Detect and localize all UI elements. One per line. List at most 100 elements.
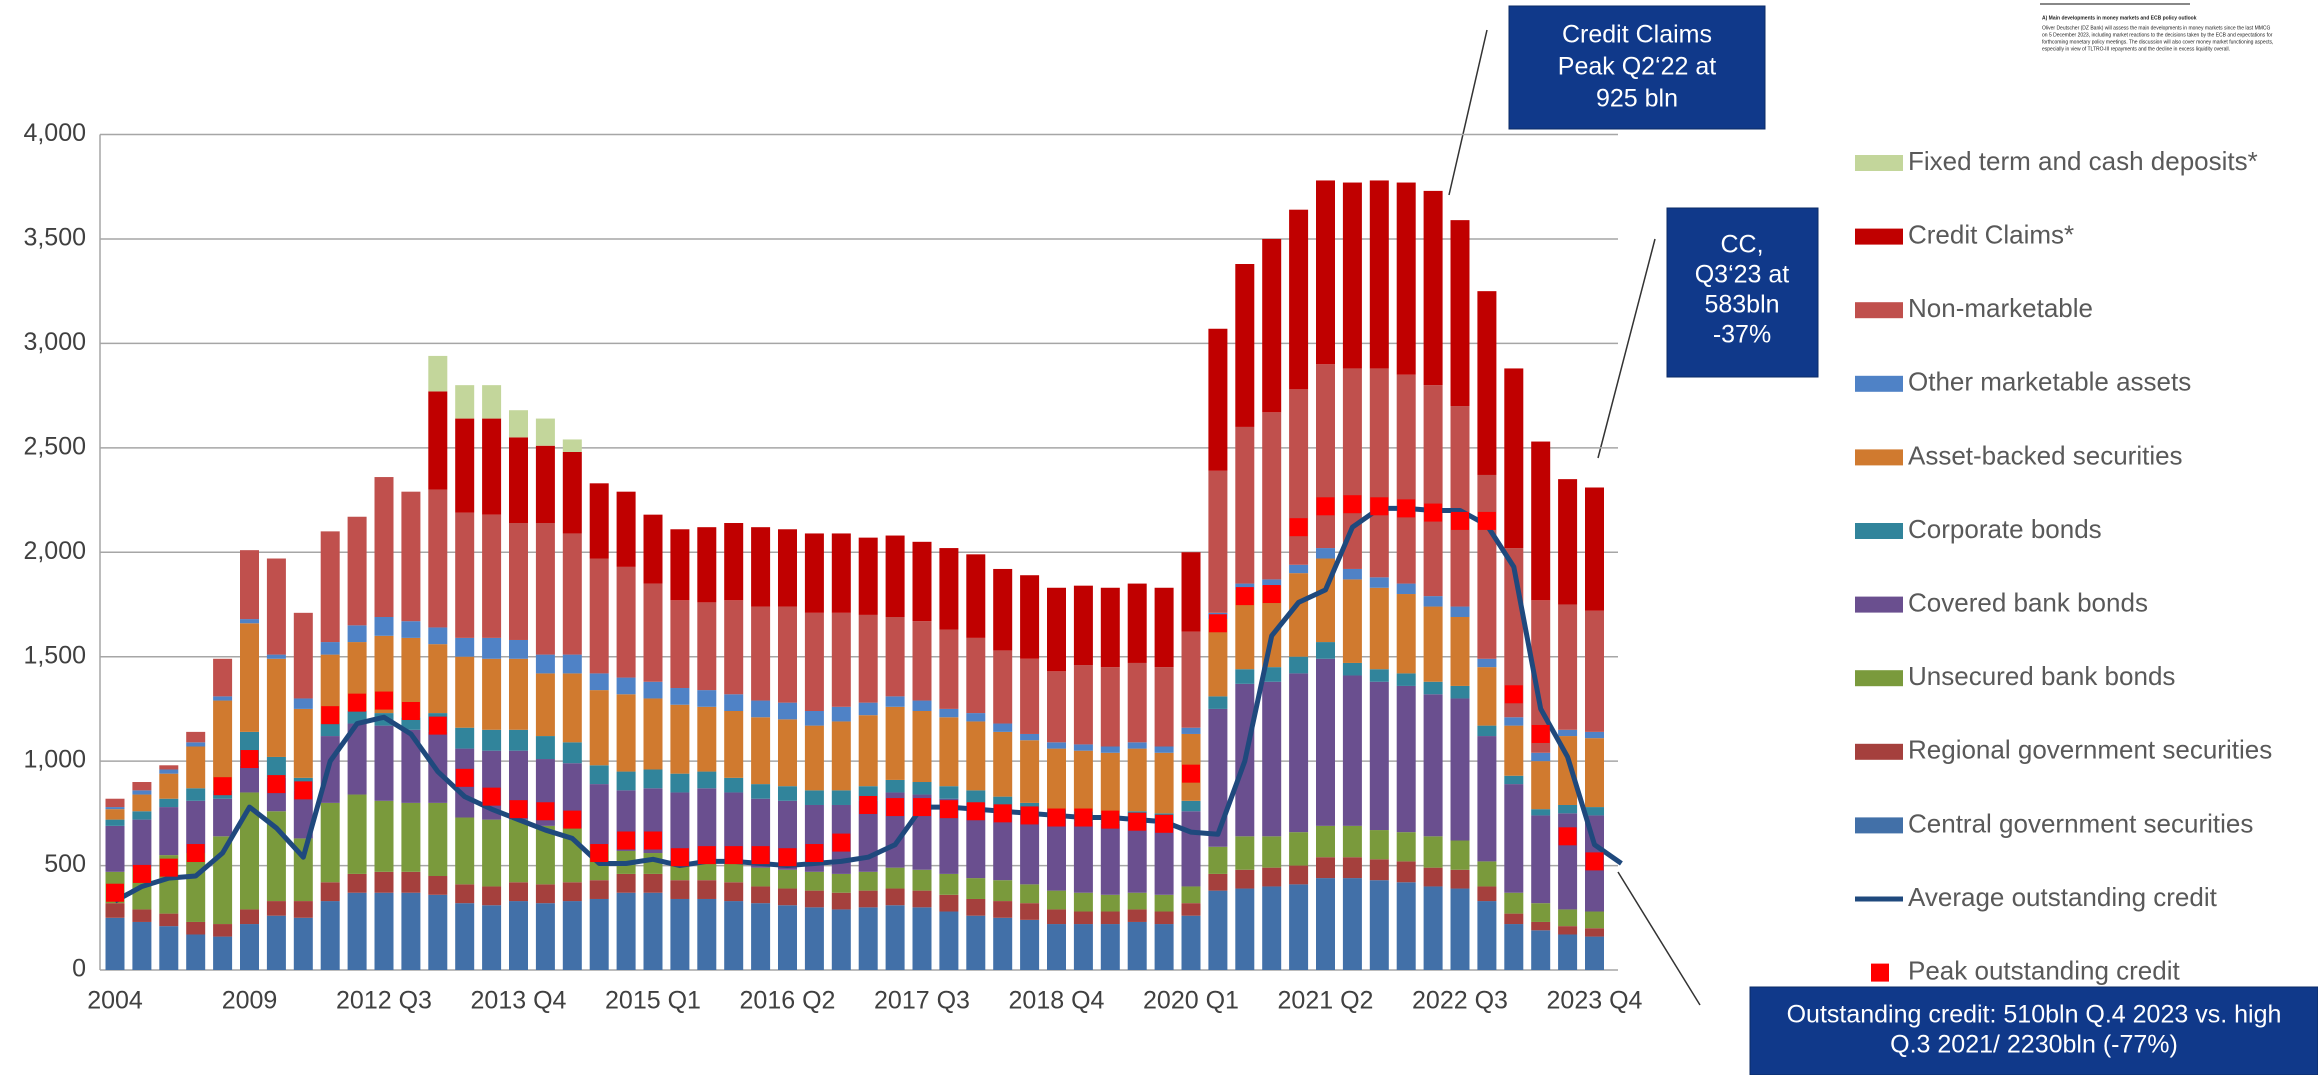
bar-segment — [266, 654, 286, 659]
peak-marker — [805, 844, 824, 863]
bar-segment — [1316, 548, 1335, 559]
bar-segment — [428, 802, 448, 877]
bar-segment — [347, 723, 367, 795]
bar-segment — [1423, 886, 1443, 970]
bar-segment — [670, 529, 690, 601]
bar-segment — [1100, 911, 1120, 925]
note-line: especially in view of TLTRO-III repaymen… — [2042, 46, 2230, 52]
x-tick-label: 2013 Q4 — [471, 987, 567, 1015]
bar-segment — [670, 863, 690, 881]
bar-segment — [1316, 878, 1335, 970]
bar-segment — [482, 819, 502, 887]
x-tick-label: 2018 Q4 — [1009, 987, 1105, 1015]
bar-segment — [1262, 412, 1282, 580]
bar-segment — [105, 917, 125, 970]
bar-segment — [1396, 583, 1416, 595]
bar-segment — [966, 790, 986, 803]
x-tick-label: 2009 — [222, 987, 278, 1015]
bar-segment — [1208, 619, 1228, 697]
bar-segment — [939, 894, 959, 912]
bar-segment — [1504, 924, 1524, 970]
bar-segment — [1477, 886, 1497, 902]
bar-segment — [1558, 604, 1578, 730]
bar-segment — [966, 915, 986, 970]
bar-segment — [1235, 583, 1255, 590]
bar-segment — [1342, 857, 1362, 879]
legend-swatch — [1855, 596, 1903, 613]
bar-segment — [455, 512, 475, 638]
bar-segment — [1396, 685, 1416, 833]
bar-segment — [1477, 658, 1497, 668]
bar-segment — [912, 782, 932, 795]
bar-segment — [885, 905, 905, 970]
bar-segment — [186, 746, 206, 789]
bar-segment — [939, 786, 959, 799]
note-line: forthcoming monetary policy meetings. Th… — [2042, 39, 2273, 45]
bar-segment — [374, 617, 394, 636]
bar-segment — [804, 871, 824, 891]
bar-segment — [1585, 807, 1604, 816]
bar-segment — [1342, 568, 1362, 580]
bar-segment — [885, 706, 905, 780]
peak-marker — [536, 802, 555, 821]
bar-segment — [1369, 587, 1389, 670]
bar-segment — [643, 681, 663, 699]
bar-segment — [804, 710, 824, 726]
bar-segment — [401, 491, 421, 622]
bar-segment — [1369, 577, 1389, 588]
bar-segment — [1369, 859, 1389, 881]
bar-segment — [1181, 552, 1201, 632]
annotation-box — [1666, 207, 1819, 378]
bar-segment — [1342, 662, 1362, 676]
bar-segment — [374, 725, 394, 801]
bar-segment — [186, 934, 206, 970]
bar-segment — [509, 437, 528, 524]
bar-segment — [589, 880, 609, 899]
bar-segment — [535, 673, 555, 737]
bar-segment — [1585, 738, 1604, 808]
bar-segment — [159, 807, 179, 856]
bar-segment — [643, 873, 663, 893]
legend-label: Corporate bonds — [1908, 514, 2102, 544]
bar-segment — [1504, 775, 1524, 785]
bar-segment — [213, 798, 233, 837]
peak-marker — [1155, 814, 1174, 833]
bar-segment — [1504, 892, 1524, 914]
bar-segment — [589, 558, 609, 674]
legend-label: Fixed term and cash deposits* — [1908, 146, 2258, 176]
bar-segment — [1073, 665, 1093, 745]
bar-segment — [751, 700, 771, 718]
bar-segment — [885, 535, 905, 618]
bar-segment — [912, 700, 932, 711]
bar-segment — [885, 617, 905, 697]
bar-segment — [1289, 564, 1309, 574]
bar-segment — [1235, 589, 1255, 670]
bar-segment — [1262, 579, 1282, 586]
bar-segment — [266, 901, 286, 916]
bar-segment — [159, 913, 179, 927]
bar-segment — [535, 825, 555, 885]
bar-segment — [159, 926, 179, 970]
legend-label: Credit Claims* — [1908, 219, 2074, 249]
bar-segment — [751, 606, 771, 701]
bar-segment — [724, 777, 744, 793]
bar-segment — [562, 901, 582, 970]
y-tick-label: 3,000 — [23, 328, 86, 356]
bar-segment — [1342, 675, 1362, 826]
annotation-text: Outstanding credit: 510bln Q.4 2023 vs. … — [1787, 1001, 2282, 1029]
bar-segment — [347, 892, 367, 970]
bar-segment — [1450, 888, 1470, 970]
bar-segment — [1316, 364, 1335, 549]
bar-segment — [966, 637, 986, 714]
bar-segment — [535, 903, 555, 970]
bar-segment — [1154, 667, 1174, 747]
peak-marker — [1208, 614, 1227, 633]
bar-segment — [482, 729, 502, 751]
bar-segment — [993, 731, 1013, 797]
peak-marker — [159, 858, 178, 877]
peak-marker — [1558, 827, 1577, 846]
bar-segment — [1558, 479, 1578, 605]
bar-segment — [1531, 809, 1551, 816]
bar-segment — [186, 731, 206, 743]
bar-segment — [213, 924, 233, 937]
